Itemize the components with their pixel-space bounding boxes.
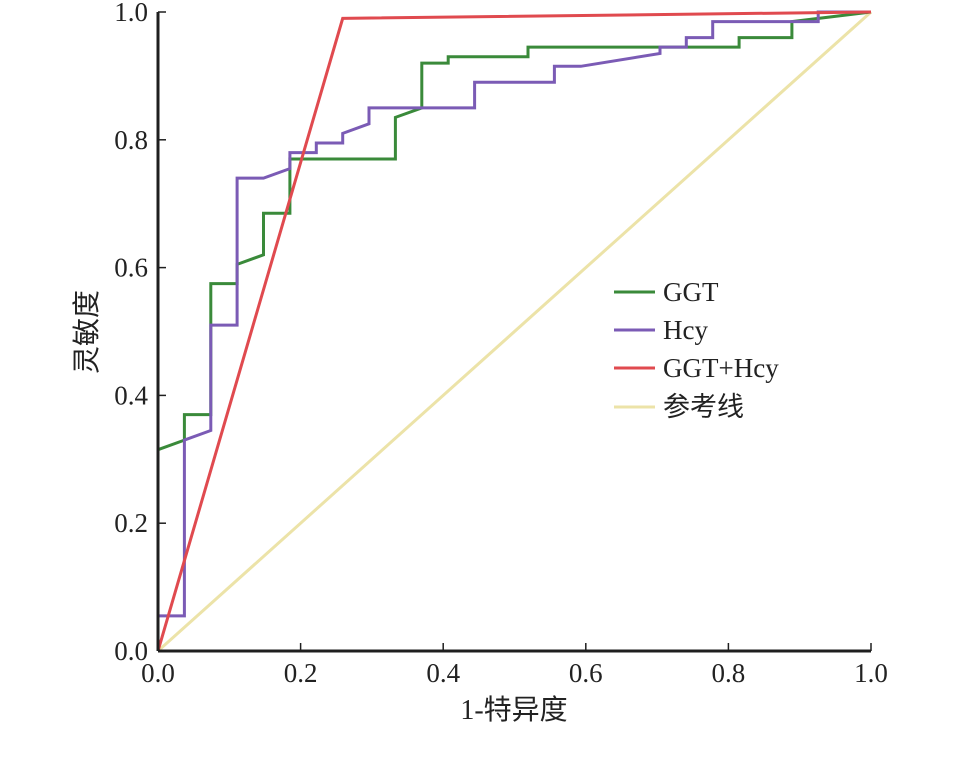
- x-axis-title: 1-特异度: [460, 694, 567, 726]
- y-tick-label-1: 0.2: [114, 508, 148, 538]
- x-tick-label-5: 1.0: [854, 658, 888, 688]
- x-axis-ticks: 0.0 0.2 0.4 0.6 0.8 1.0: [141, 643, 888, 688]
- y-tick-label-3: 0.6: [114, 253, 148, 283]
- plot-area: [156, 10, 873, 653]
- legend-label-1: Hcy: [663, 315, 708, 345]
- x-tick-label-0: 0.0: [141, 658, 175, 688]
- legend: GGT Hcy GGT+Hcy 参考线: [614, 277, 779, 422]
- legend-label-0: GGT: [663, 277, 719, 307]
- y-axis-title: 灵敏度: [71, 290, 103, 374]
- series-line-0: [157, 10, 872, 452]
- x-tick-label-1: 0.2: [284, 658, 318, 688]
- y-tick-label-2: 0.4: [114, 380, 148, 410]
- legend-label-3: 参考线: [663, 392, 744, 422]
- x-tick-label-2: 0.4: [426, 658, 460, 688]
- series-line-3: [156, 10, 873, 653]
- y-tick-label-5: 1.0: [114, 0, 148, 27]
- x-tick-label-3: 0.6: [569, 658, 603, 688]
- y-tick-label-0: 0.0: [114, 636, 148, 666]
- y-tick-label-4: 0.8: [114, 125, 148, 155]
- y-axis-ticks: 0.0 0.2 0.4 0.6 0.8 1.0: [114, 0, 166, 666]
- x-tick-label-4: 0.8: [712, 658, 746, 688]
- axes: [156, 12, 871, 653]
- series-line-2: [156, 10, 872, 652]
- legend-label-2: GGT+Hcy: [663, 353, 779, 383]
- series-line-1: [158, 10, 871, 618]
